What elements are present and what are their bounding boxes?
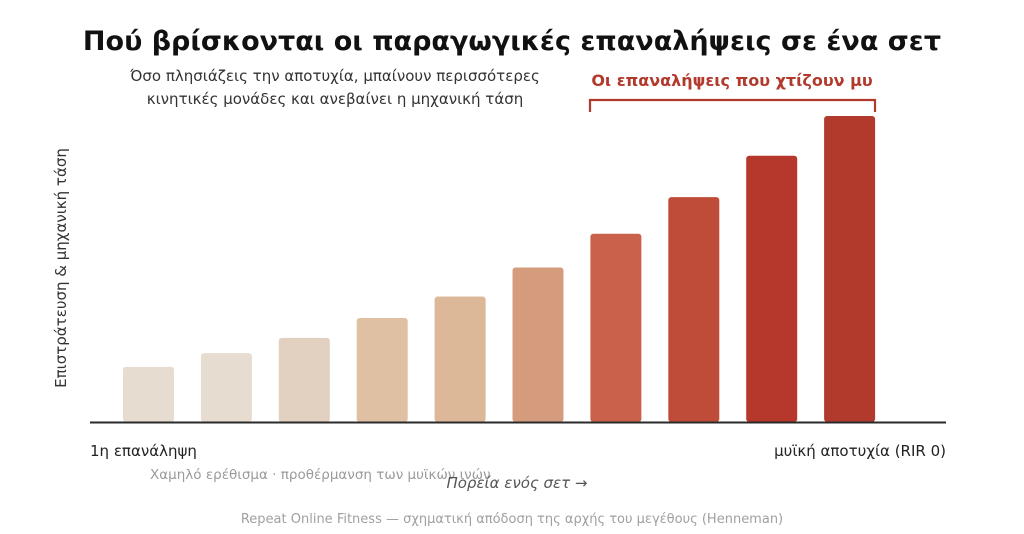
x-end-label: μυϊκή αποτυχία (RIR 0) — [774, 442, 946, 460]
low-stimulus-note: Χαμηλό ερέθισμα · προθέρμανση των μυϊκών… — [150, 467, 491, 483]
bar-rep-7 — [590, 233, 642, 422]
x-start-label: 1η επανάληψη — [90, 442, 197, 460]
bar-rep-2 — [200, 353, 252, 422]
y-axis-label: Επιστράτευση & μηχανική τάση — [52, 148, 70, 388]
chart-subtitle-line-2: κινητικές μονάδες και ανεβαίνει η μηχανι… — [147, 90, 523, 108]
chart-subtitle-line-1: Όσο πλησιάζεις την αποτυχία, μπαίνουν πε… — [129, 67, 540, 85]
chart-footer: Repeat Online Fitness — σχηματική απόδοσ… — [241, 512, 783, 527]
bar-rep-1 — [123, 366, 174, 422]
bar-rep-4 — [356, 318, 408, 422]
bar-rep-8 — [668, 197, 720, 422]
bar-rep-3 — [278, 337, 330, 423]
productive-reps-bracket-label: Οι επαναλήψεις που χτίζουν μυ — [591, 71, 873, 90]
x-axis-label: Πορεία ενός σετ → — [446, 474, 587, 492]
chart-title: Πού βρίσκονται οι παραγωγικές επαναλήψει… — [83, 26, 941, 57]
bars-group — [123, 116, 876, 423]
bar-rep-6 — [512, 267, 564, 422]
bar-rep-5 — [434, 296, 486, 422]
bar-rep-9 — [746, 155, 798, 423]
bar-rep-10 — [824, 116, 876, 422]
productive-reps-bracket — [588, 98, 877, 112]
